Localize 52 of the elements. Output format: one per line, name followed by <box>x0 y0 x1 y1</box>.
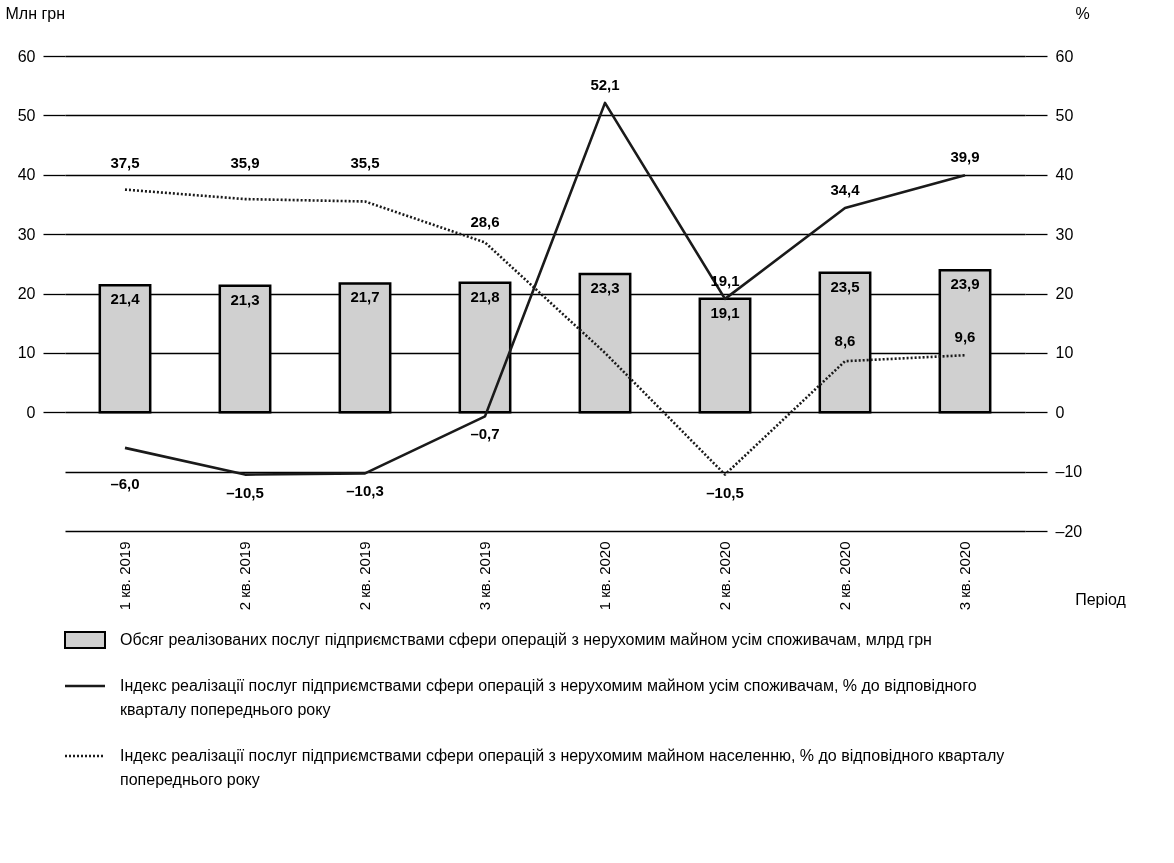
y-tick-label: 0 <box>26 403 36 421</box>
x-tick-label: 2 кв. 2020 <box>836 541 853 611</box>
data-label: –6,0 <box>110 474 140 492</box>
data-label: 37,5 <box>110 153 140 171</box>
data-label: –10,3 <box>346 482 384 500</box>
data-label: 23,9 <box>950 275 980 293</box>
legend-label: Індекс реалізації послуг підприємствами сфери операцій з нерухомим майном населенню, % до відповідного кварталу попереднього року <box>120 747 1005 788</box>
y-tick-label: 60 <box>17 47 36 65</box>
x-tick-label: 1 кв. 2020 <box>596 541 613 611</box>
data-label: 23,5 <box>830 277 860 295</box>
y-tick-label: 20 <box>17 285 36 302</box>
y-tick-label: 40 <box>17 166 36 184</box>
legend-label: Обсяг реалізованих послуг підприємствами сфери операцій з нерухомим майном усім споживачам, млрд грн <box>120 631 932 648</box>
data-label: 35,5 <box>350 153 380 171</box>
data-label: 34,4 <box>830 181 861 198</box>
x-tick-label: 1 кв. 2019 <box>116 541 133 611</box>
data-label: 23,3 <box>590 278 620 296</box>
y2-tick-label: 10 <box>1055 344 1074 362</box>
data-label: 52,1 <box>590 75 620 93</box>
data-label: –0,7 <box>470 425 500 443</box>
y2-tick-label: 20 <box>1055 285 1074 302</box>
y-tick-label: 30 <box>17 225 36 243</box>
x-axis-title: Період <box>1075 590 1127 608</box>
data-label: 28,6 <box>470 213 500 231</box>
data-label: 21,8 <box>470 287 500 305</box>
y2-axis-title: % <box>1075 4 1090 22</box>
x-tick-label: 3 кв. 2019 <box>476 541 493 611</box>
x-tick-label: 3 кв. 2020 <box>956 541 973 611</box>
y2-tick-label: 40 <box>1055 166 1074 184</box>
y-tick-label: 10 <box>17 344 36 362</box>
data-label: 19,1 <box>710 303 740 321</box>
data-label: 9,6 <box>954 328 976 346</box>
y2-tick-label: 60 <box>1055 47 1074 65</box>
y2-tick-label: 50 <box>1055 106 1074 124</box>
data-label: 35,9 <box>230 153 260 171</box>
x-tick-label: 2 кв. 2019 <box>356 541 373 611</box>
data-label: 21,3 <box>230 290 260 308</box>
data-label: 21,4 <box>110 290 141 308</box>
y-tick-label: 50 <box>17 106 36 124</box>
legend-label: Індекс реалізації послуг підприємствами сфери операцій з нерухомим майном усім споживачам, % до відповідного кварталу попереднього року <box>120 677 977 718</box>
y2-tick-label: 30 <box>1055 225 1074 243</box>
y2-tick-label: –20 <box>1055 522 1083 540</box>
y2-tick-label: 0 <box>1055 403 1065 421</box>
data-label: –10,5 <box>226 483 264 501</box>
data-label: 21,7 <box>350 288 380 306</box>
x-tick-label: 2 кв. 2020 <box>716 541 733 611</box>
x-tick-label: 2 кв. 2019 <box>236 541 253 611</box>
y2-tick-label: –10 <box>1055 463 1083 481</box>
data-label: 39,9 <box>950 148 980 166</box>
data-label: 8,6 <box>834 331 856 349</box>
data-label: –10,5 <box>706 483 744 501</box>
y-axis-title: Млн грн <box>5 4 66 22</box>
